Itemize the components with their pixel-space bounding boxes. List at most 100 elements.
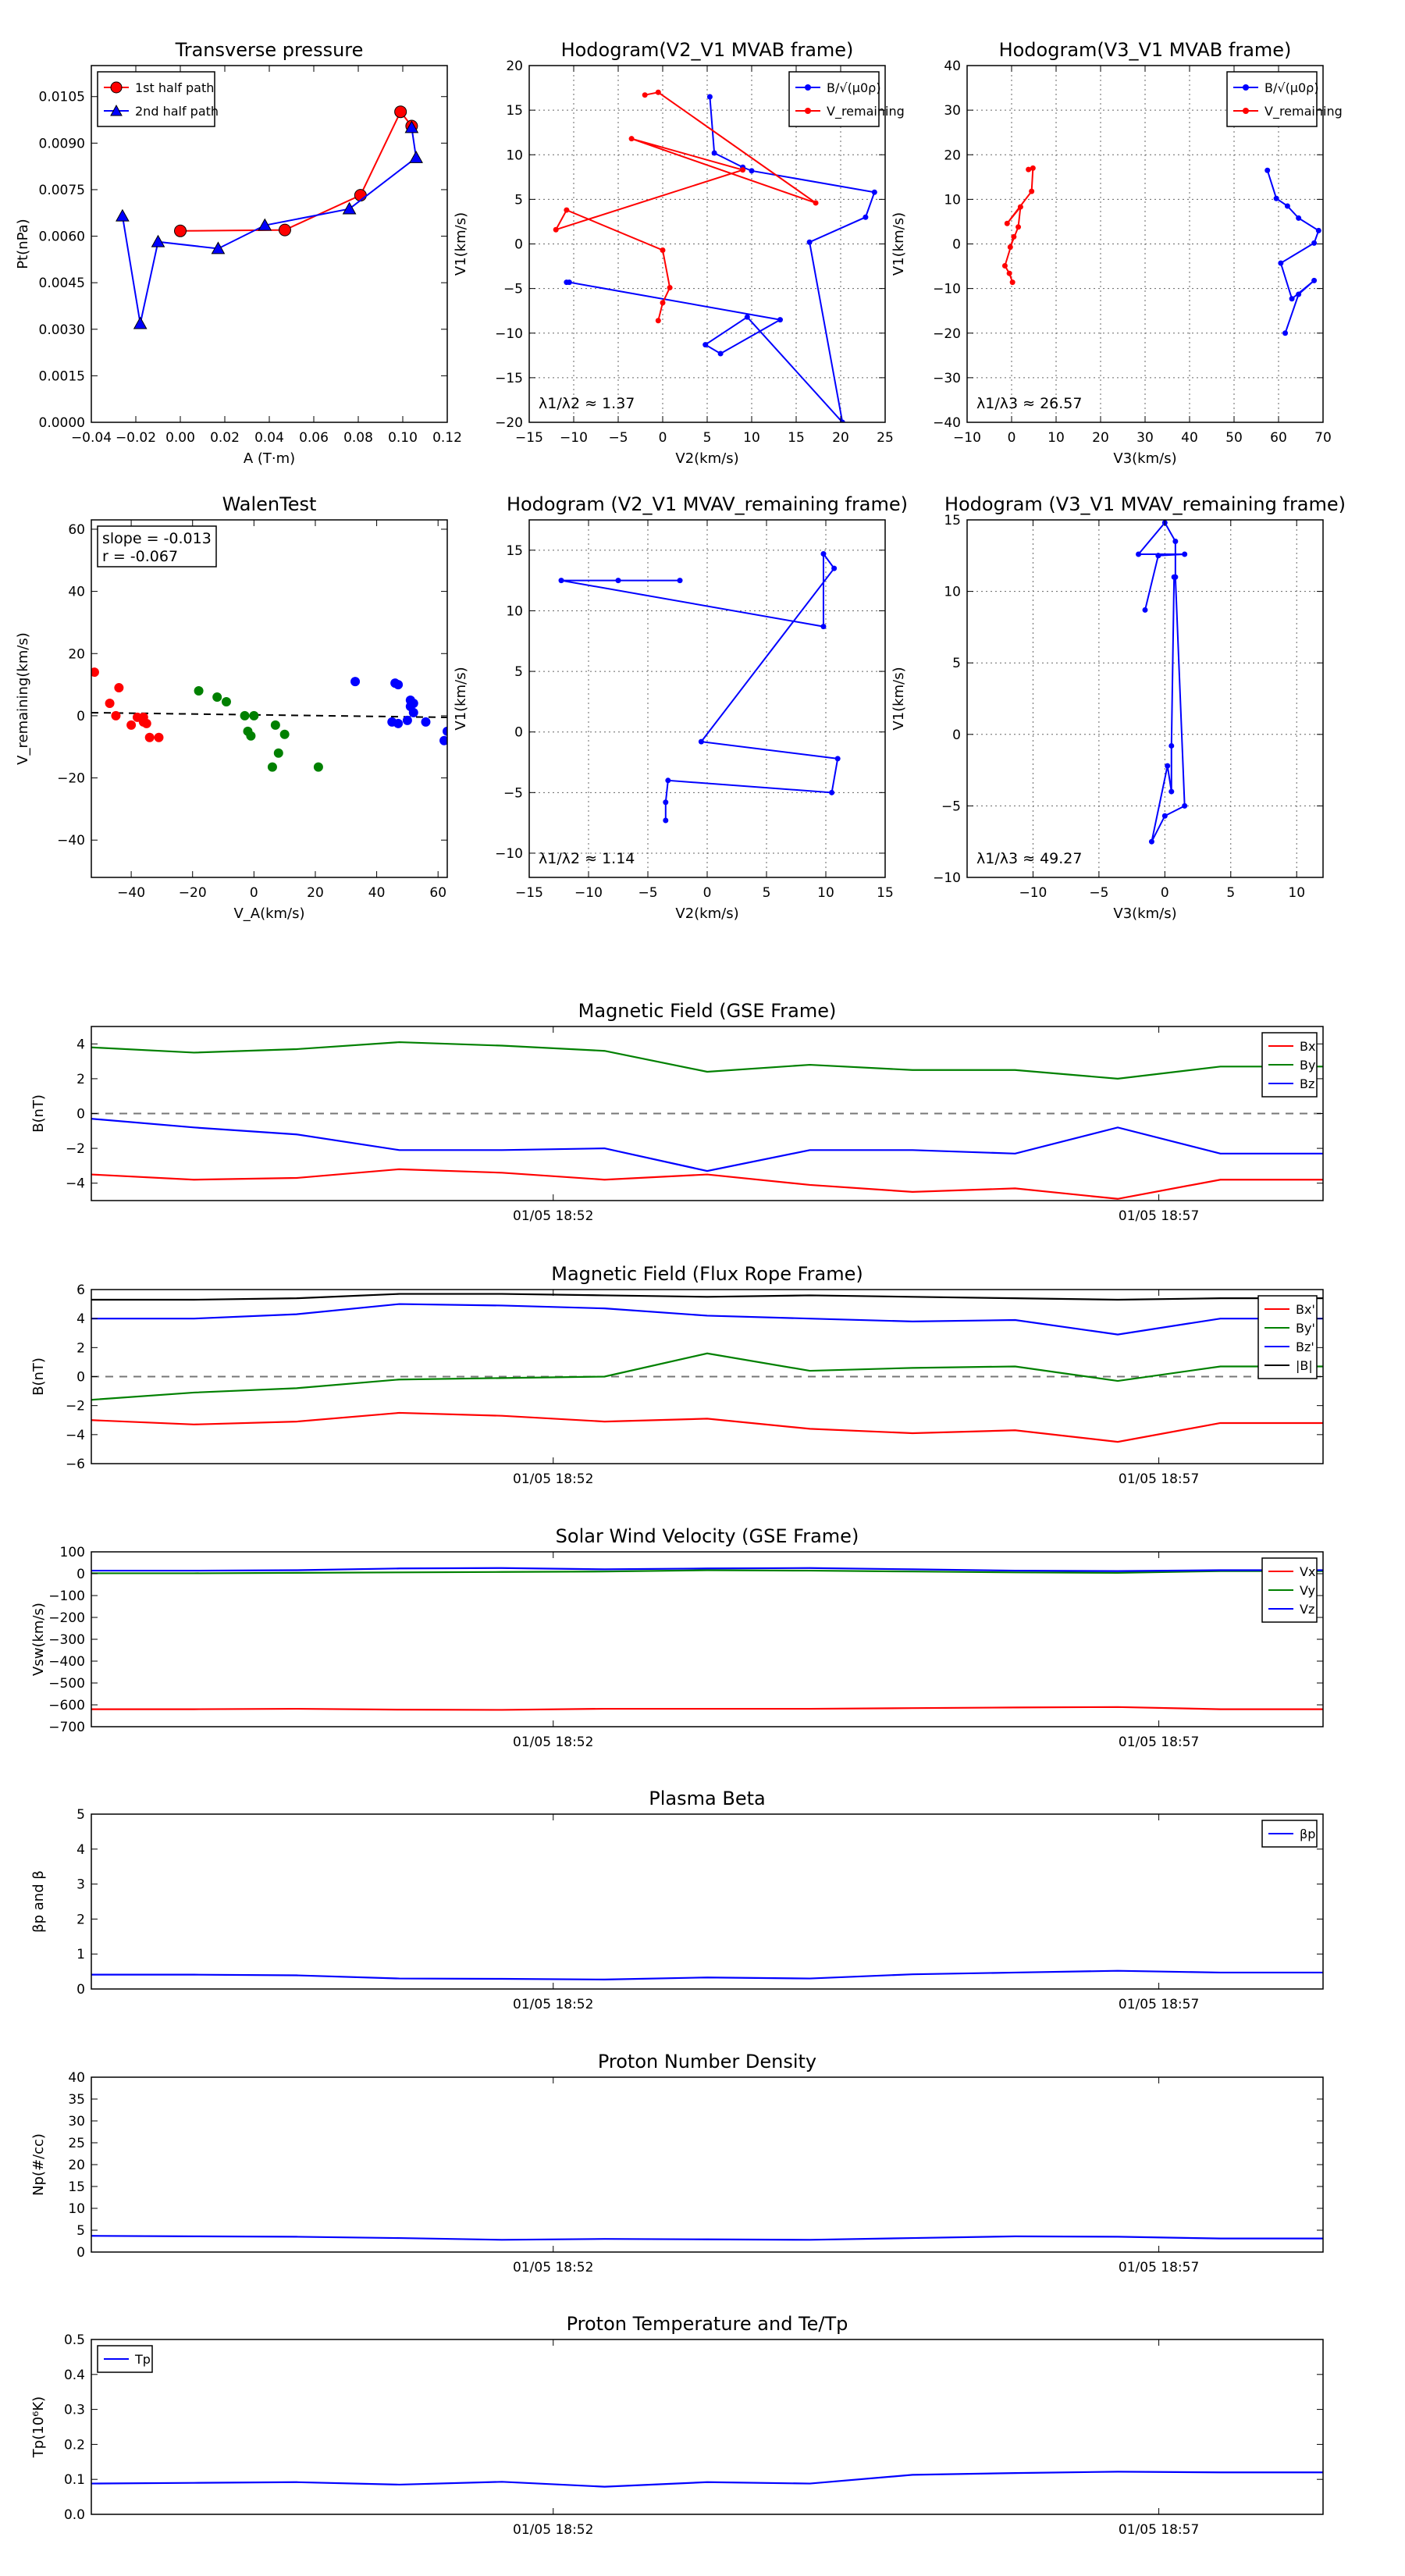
series-line bbox=[91, 1293, 1323, 1301]
chart-title: Magnetic Field (GSE Frame) bbox=[578, 1000, 837, 1022]
legend-label: Bx bbox=[1300, 1039, 1315, 1054]
data-point bbox=[839, 419, 845, 422]
scatter-point bbox=[393, 718, 404, 728]
scatter-point bbox=[267, 762, 277, 772]
x-axis-label: V2(km/s) bbox=[675, 906, 738, 922]
scatter-point bbox=[246, 731, 256, 741]
legend-label: Vy bbox=[1300, 1583, 1315, 1598]
y-tick-label: 6 bbox=[76, 1283, 85, 1298]
x-tick-label: −20 bbox=[179, 885, 207, 901]
data-point bbox=[394, 105, 407, 119]
chart-h2: −10 0 10 20 30 40 50 60 70 −40 −30 −20 −10 0 10 20 30 40 H… bbox=[891, 39, 1343, 467]
legend-label: B/√(μ0ρ) bbox=[1264, 80, 1319, 95]
series-line bbox=[91, 1569, 1323, 1574]
x-axis-label: V_A(km/s) bbox=[233, 906, 304, 922]
y-tick-label: 2 bbox=[76, 1912, 85, 1927]
y-tick-label: 5 bbox=[952, 656, 961, 671]
legend: B/√(μ0ρ) V_remaining bbox=[1226, 71, 1343, 127]
y-tick-label: −20 bbox=[933, 326, 961, 342]
x-tick-label: 0.10 bbox=[388, 430, 418, 446]
data-point bbox=[655, 89, 661, 95]
data-point bbox=[211, 241, 226, 254]
x-tick-label: 0 bbox=[659, 430, 667, 446]
y-axis-label: V1(km/s) bbox=[891, 667, 907, 730]
chart-ts6: 01/05 18:52 01/05 18:57 0.0 0.1 0.2 0.3 0.4 0.5… bbox=[30, 2313, 1324, 2538]
scatter-point bbox=[443, 726, 447, 736]
plot-frame bbox=[91, 519, 448, 878]
data-point bbox=[702, 342, 709, 348]
plot-frame bbox=[91, 1813, 1324, 1990]
x-tick-label: 0.06 bbox=[299, 430, 329, 446]
scatter-point bbox=[273, 748, 283, 758]
x-tick-label: 01/05 18:57 bbox=[1119, 1735, 1199, 1750]
y-tick-label: 10 bbox=[944, 585, 961, 600]
legend: Bx' By' Bz' |B| bbox=[1257, 1295, 1318, 1379]
legend-label: B/√(μ0ρ) bbox=[827, 80, 881, 95]
data-point bbox=[863, 214, 869, 220]
chart-title: Proton Number Density bbox=[598, 2051, 816, 2073]
y-tick-label: 30 bbox=[944, 103, 961, 119]
chart-title: Solar Wind Velocity (GSE Frame) bbox=[556, 1525, 859, 1547]
series-line bbox=[91, 1567, 1323, 1572]
series-line bbox=[91, 1352, 1323, 1401]
ratio-annotation: λ1/λ2 ≈ 1.37 bbox=[539, 395, 635, 412]
data-point bbox=[174, 224, 187, 237]
data-point bbox=[834, 756, 841, 762]
y-tick-label: −600 bbox=[48, 1698, 85, 1713]
y-tick-label: −5 bbox=[503, 282, 523, 297]
legend-marker bbox=[805, 84, 811, 91]
scatter-point bbox=[221, 696, 231, 706]
x-tick-label: 40 bbox=[1181, 430, 1198, 446]
data-point bbox=[1264, 167, 1271, 173]
x-tick-label: 01/05 18:57 bbox=[1119, 2260, 1199, 2275]
x-tick-label: 10 bbox=[1288, 885, 1305, 901]
data-point bbox=[698, 738, 704, 745]
data-point bbox=[558, 578, 564, 584]
legend-label: Vz bbox=[1300, 1602, 1314, 1617]
data-point bbox=[1278, 260, 1284, 266]
series-line bbox=[91, 1411, 1323, 1443]
data-point bbox=[1161, 813, 1168, 819]
chart-walen: −40 −20 0 20 40 60 −40 −20 0 20 40 60 WalenTest V_A(k… bbox=[15, 493, 448, 922]
y-tick-label: 15 bbox=[68, 2179, 85, 2195]
chart-title: WalenTest bbox=[222, 493, 317, 515]
y-tick-label: 0 bbox=[76, 1982, 85, 1998]
x-tick-label: 01/05 18:57 bbox=[1119, 2522, 1199, 2538]
y-tick-label: −200 bbox=[48, 1610, 85, 1626]
x-tick-label: 01/05 18:52 bbox=[513, 2260, 593, 2275]
y-tick-label: 0 bbox=[952, 237, 961, 253]
legend-marker bbox=[805, 108, 811, 114]
series-line bbox=[91, 1303, 1323, 1336]
x-tick-label: 0.02 bbox=[210, 430, 240, 446]
series-group bbox=[91, 1567, 1323, 1711]
data-point bbox=[740, 167, 746, 173]
stats-box-frame bbox=[97, 525, 217, 568]
series-line bbox=[180, 110, 413, 232]
legend-frame bbox=[1226, 71, 1318, 127]
stats-line: slope = -0.013 bbox=[102, 530, 212, 547]
scatter-point bbox=[350, 677, 361, 687]
x-tick-label: −10 bbox=[953, 430, 981, 446]
y-tick-label: 0.5 bbox=[64, 2332, 85, 2348]
y-tick-label: −100 bbox=[48, 1589, 85, 1604]
x-tick-label: 40 bbox=[368, 885, 386, 901]
y-tick-label: −20 bbox=[57, 771, 85, 787]
y-tick-label: −10 bbox=[933, 870, 961, 886]
y-tick-label: 0.0000 bbox=[39, 415, 85, 431]
series-group bbox=[91, 667, 447, 772]
scatter-point bbox=[408, 707, 418, 717]
data-point bbox=[1006, 270, 1012, 276]
y-tick-label: 20 bbox=[68, 2158, 85, 2173]
x-tick-label: 01/05 18:52 bbox=[513, 1471, 593, 1487]
y-tick-label: 0.0 bbox=[64, 2507, 85, 2523]
data-point bbox=[1009, 279, 1016, 286]
data-point bbox=[711, 150, 717, 156]
y-tick-label: 40 bbox=[68, 585, 85, 600]
data-point bbox=[1029, 188, 1035, 194]
y-axis-label: B(nT) bbox=[30, 1357, 47, 1396]
scatter-point bbox=[240, 710, 250, 720]
ratio-annotation: λ1/λ2 ≈ 1.14 bbox=[539, 850, 635, 867]
x-tick-label: −10 bbox=[560, 430, 588, 446]
